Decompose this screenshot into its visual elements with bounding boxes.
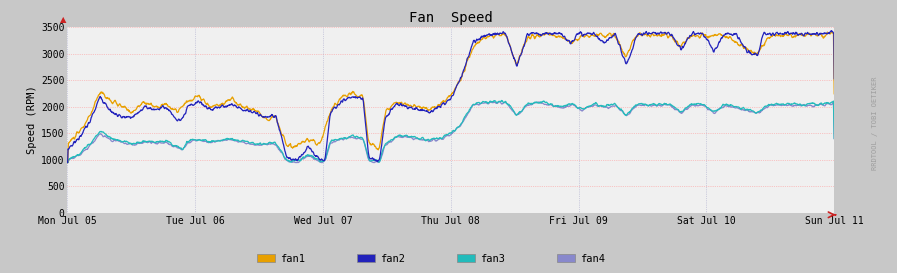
- Text: ▲: ▲: [60, 14, 66, 23]
- Y-axis label: Speed (RPM): Speed (RPM): [27, 86, 37, 155]
- Legend: fan1, fan2, fan3, fan4: fan1, fan2, fan3, fan4: [252, 250, 609, 268]
- Title: Fan  Speed: Fan Speed: [409, 11, 492, 25]
- Text: RRDTOOL / TOBI OETIKER: RRDTOOL / TOBI OETIKER: [872, 76, 877, 170]
